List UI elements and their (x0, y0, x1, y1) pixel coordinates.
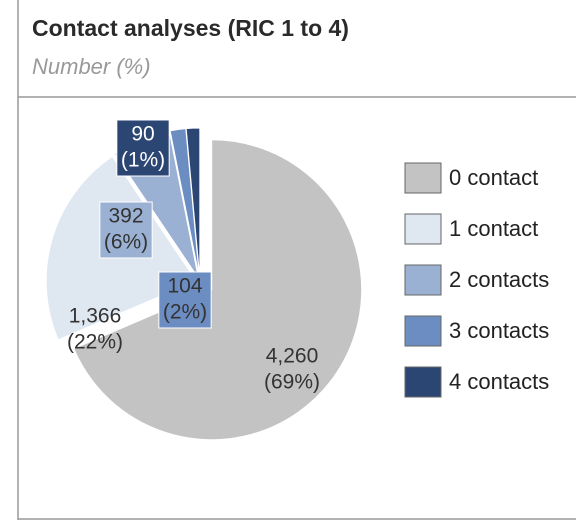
data-label: 392 (6%) (99, 201, 153, 259)
data-label-box (99, 201, 153, 259)
data-label-box (116, 119, 170, 177)
data-label-value: 90 (131, 123, 154, 146)
legend-swatch (404, 213, 442, 245)
legend-label: 1 contact (449, 216, 538, 241)
legend-label: 3 contacts (449, 318, 549, 343)
data-label: 4,260 (69%) (264, 345, 320, 394)
data-label-percent: (1%) (121, 149, 165, 172)
legend-label: 0 contact (449, 165, 538, 190)
data-label: 104 (2%) (158, 271, 212, 329)
data-label-value: 1,366 (69, 305, 122, 328)
data-label-percent: (2%) (163, 301, 207, 324)
data-label-value: 104 (167, 275, 202, 298)
pie-slice (73, 139, 363, 441)
legend-swatch (404, 315, 442, 347)
legend-label: 4 contacts (449, 369, 549, 394)
chart-title: Contact analyses (RIC 1 to 4) (32, 15, 349, 41)
chart-subtitle: Number (%) (32, 54, 151, 79)
data-label-box (158, 271, 212, 329)
legend-swatch (404, 366, 442, 398)
data-label: 90 (1%) (116, 119, 170, 177)
data-label-percent: (22%) (67, 331, 123, 354)
data-label: 1,366 (22%) (67, 305, 123, 354)
data-label-percent: (69%) (264, 371, 320, 394)
data-label-percent: (6%) (104, 231, 148, 254)
legend-swatch (404, 162, 442, 194)
legend-swatch (404, 264, 442, 296)
data-label-value: 4,260 (266, 345, 319, 368)
pie-slice (185, 127, 201, 279)
data-label-value: 392 (108, 205, 143, 228)
legend-label: 2 contacts (449, 267, 549, 292)
